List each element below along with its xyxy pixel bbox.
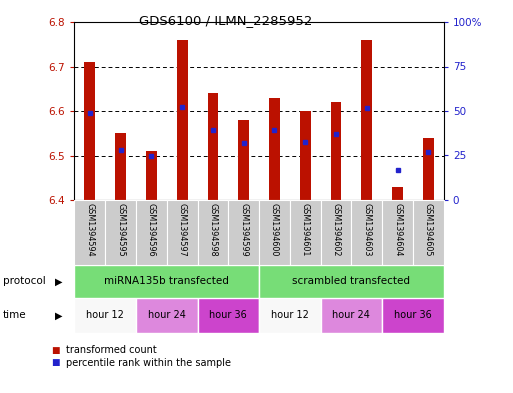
Bar [351,200,382,265]
Text: hour 12: hour 12 [86,310,124,321]
Text: protocol: protocol [3,277,45,286]
Bar [321,298,382,333]
Bar [259,298,321,333]
Text: GSM1394597: GSM1394597 [177,203,187,256]
Text: GSM1394600: GSM1394600 [270,203,279,256]
Text: GSM1394605: GSM1394605 [424,203,433,256]
Bar [321,200,351,265]
Bar [198,298,259,333]
Text: hour 24: hour 24 [332,310,370,321]
Text: miRNA135b transfected: miRNA135b transfected [104,277,229,286]
Bar [392,187,403,200]
Bar [361,40,372,200]
Bar [331,102,342,200]
Bar [74,298,136,333]
Text: transformed count: transformed count [66,345,156,355]
Text: GSM1394603: GSM1394603 [362,203,371,256]
Bar [207,93,218,200]
Text: hour 36: hour 36 [394,310,432,321]
Bar [74,200,105,265]
Bar [198,200,228,265]
Text: ▶: ▶ [55,277,63,286]
Text: time: time [3,310,26,321]
Text: hour 12: hour 12 [271,310,309,321]
Text: GSM1394596: GSM1394596 [147,203,156,256]
Text: percentile rank within the sample: percentile rank within the sample [66,358,231,368]
Bar [115,133,126,200]
Text: GSM1394599: GSM1394599 [239,203,248,256]
Bar [167,200,198,265]
Bar [290,200,321,265]
Bar [176,40,188,200]
Text: GSM1394602: GSM1394602 [331,203,341,256]
Bar [423,138,433,200]
Text: hour 24: hour 24 [148,310,186,321]
Bar [146,151,156,200]
Bar [382,298,444,333]
Text: GSM1394598: GSM1394598 [208,203,218,256]
Bar [105,200,136,265]
Text: ■: ■ [51,345,60,354]
Text: ▶: ▶ [55,310,63,321]
Text: GDS6100 / ILMN_2285952: GDS6100 / ILMN_2285952 [139,14,312,27]
Bar [413,200,444,265]
Text: GSM1394604: GSM1394604 [393,203,402,256]
Text: scrambled transfected: scrambled transfected [292,277,410,286]
Bar [136,200,167,265]
Bar [84,62,95,200]
Bar [259,265,444,298]
Text: ■: ■ [51,358,60,367]
Bar [269,97,280,200]
Text: GSM1394595: GSM1394595 [116,203,125,256]
Bar [238,120,249,200]
Text: GSM1394594: GSM1394594 [85,203,94,256]
Bar [259,200,290,265]
Text: GSM1394601: GSM1394601 [301,203,310,256]
Bar [228,200,259,265]
Text: hour 36: hour 36 [209,310,247,321]
Bar [382,200,413,265]
Bar [74,265,259,298]
Bar [136,298,198,333]
Bar [300,111,310,200]
